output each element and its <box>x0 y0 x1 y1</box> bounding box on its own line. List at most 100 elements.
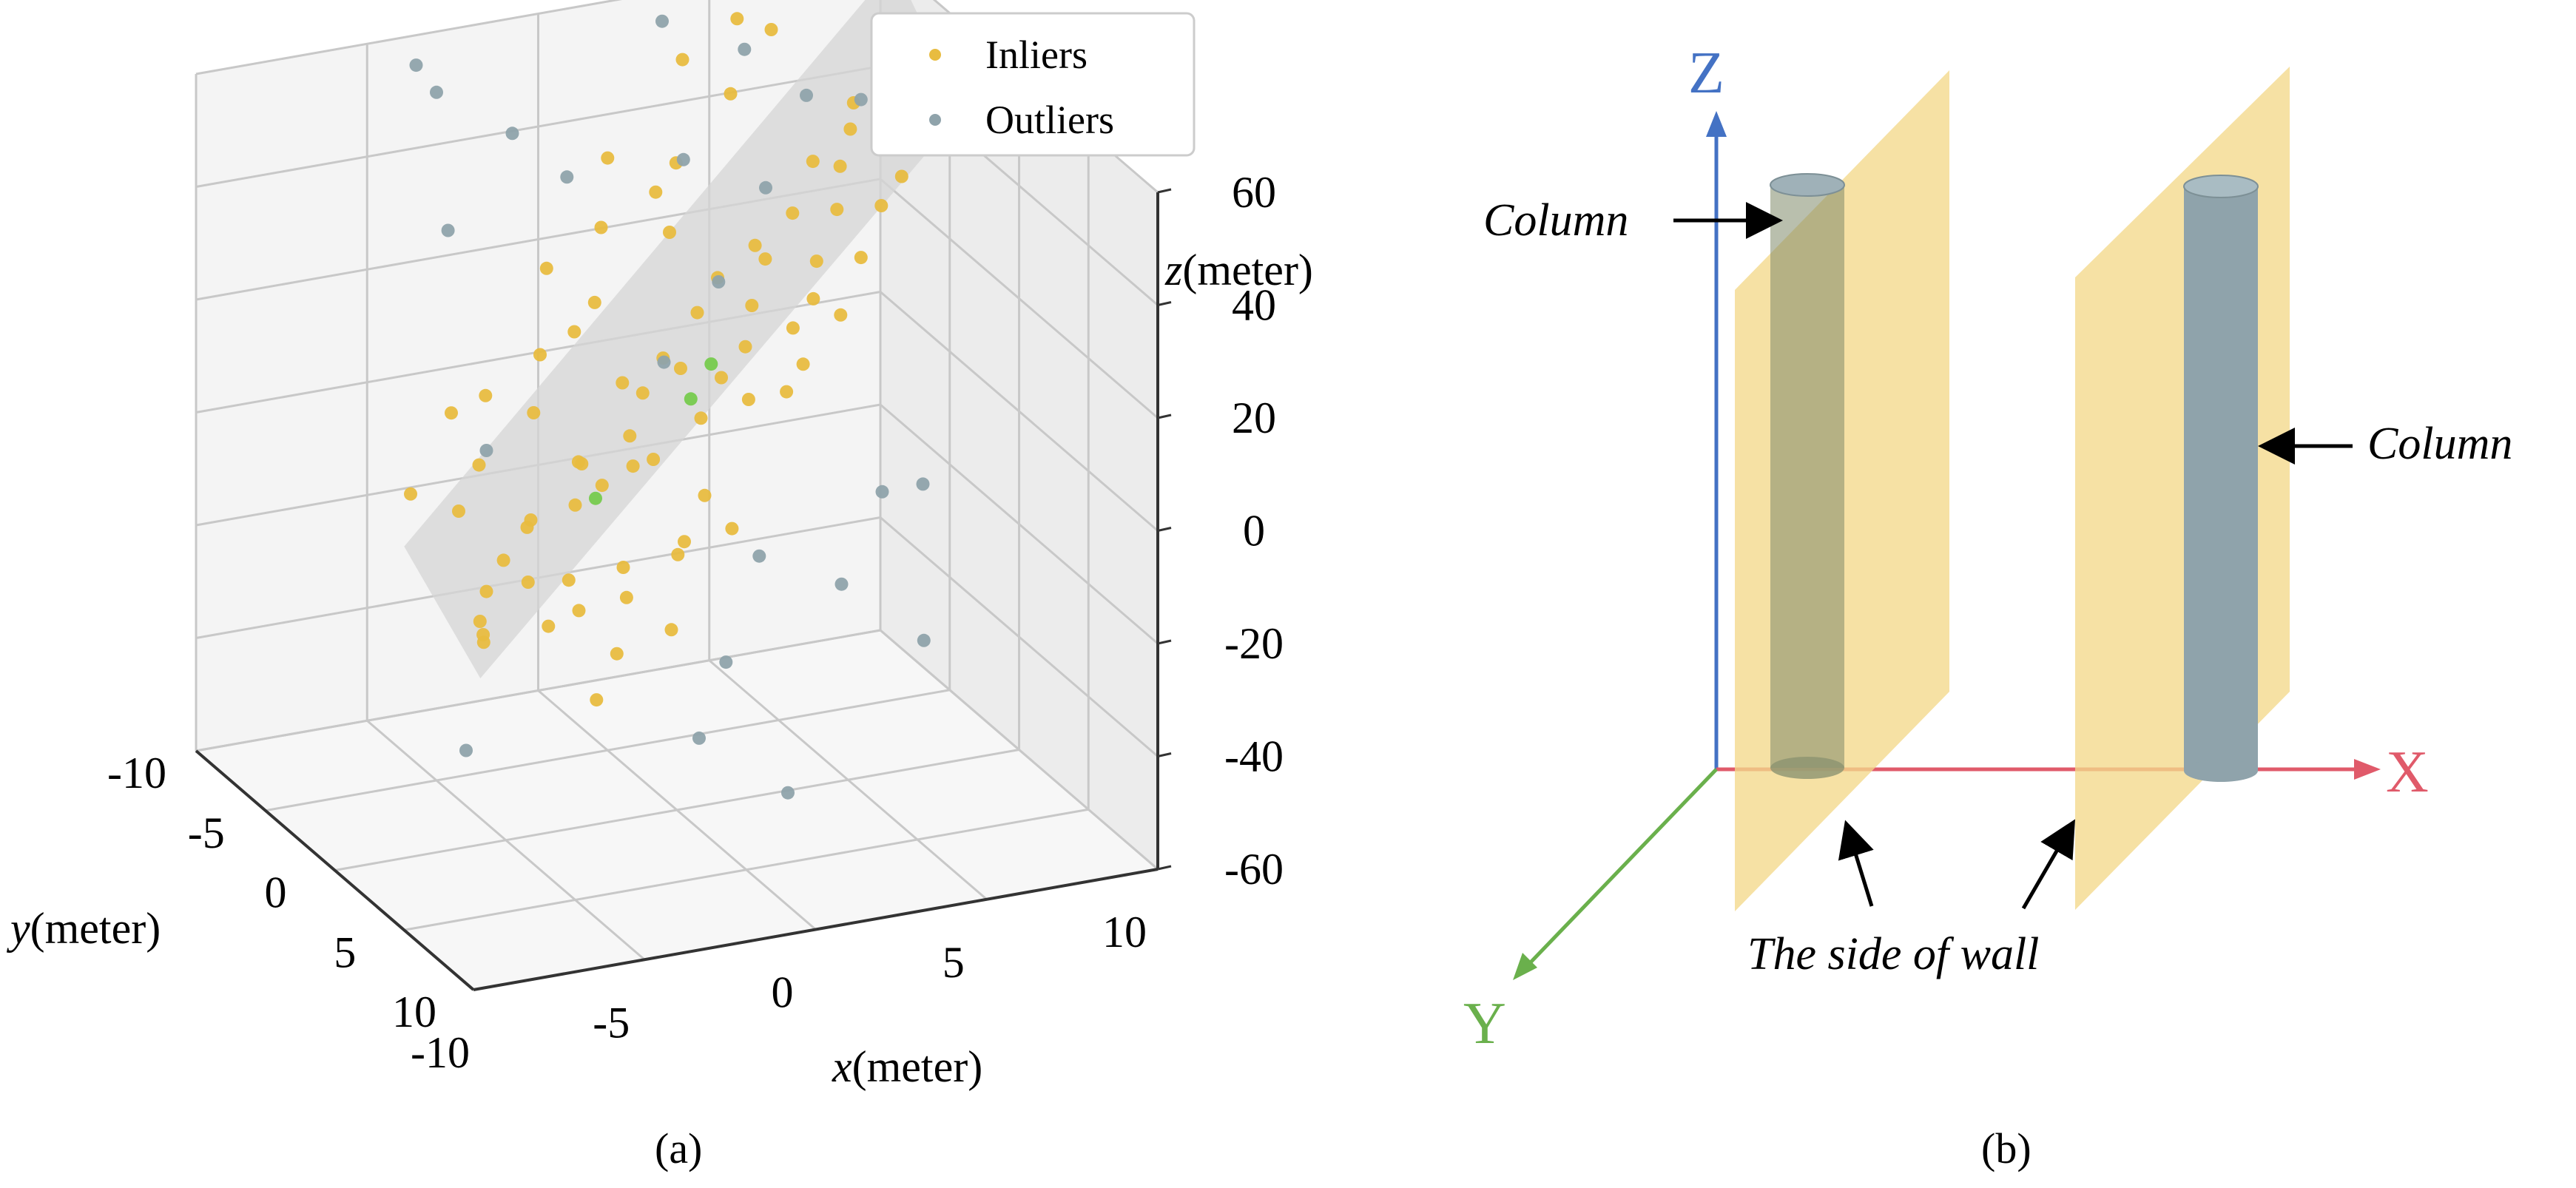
fitted-plane <box>404 0 964 678</box>
inlier-point <box>809 254 823 269</box>
inlier-point <box>843 122 857 136</box>
legend-box <box>870 12 1196 157</box>
inlier-point <box>533 348 547 362</box>
outlier-point <box>505 126 519 141</box>
inlier-point <box>664 623 678 637</box>
inlier-point <box>623 429 637 443</box>
outlier-point <box>916 477 930 491</box>
outlier-point <box>430 85 443 99</box>
legend-marker-inliers <box>929 49 941 61</box>
x-axis-arrowhead <box>2354 759 2381 780</box>
inlier-point <box>806 291 820 306</box>
column-left <box>1770 173 1845 779</box>
outlier-point <box>719 655 733 669</box>
diagram-y-label: Y <box>1463 991 1506 1056</box>
inlier-point <box>568 498 582 512</box>
z-tick-mark <box>1157 865 1172 871</box>
x-tick-label: 0 <box>772 968 794 1017</box>
column-right-body <box>2184 186 2258 771</box>
inlier-point <box>745 299 759 312</box>
inlier-point <box>715 371 728 385</box>
inlier-point <box>539 261 553 275</box>
inlier-point <box>854 251 868 265</box>
x-tick-label: 5 <box>943 938 965 987</box>
grid-line <box>403 808 1089 931</box>
z-tick-mark <box>1157 414 1172 419</box>
outlier-point <box>441 223 455 237</box>
grid-line <box>880 403 1159 645</box>
z-tick-mark <box>1157 188 1172 194</box>
grid-line <box>880 178 1159 419</box>
inlier-point <box>786 206 800 220</box>
x-axis-unit: (meter) <box>852 1042 983 1091</box>
panel-b-diagram: Z X Y Column Column The side of wall (b) <box>1463 41 2512 1172</box>
inlier-point <box>748 238 762 252</box>
z-tick-label: -40 <box>1224 732 1284 781</box>
legend-label-outliers: Outliers <box>985 98 1114 142</box>
column-left-body <box>1770 185 1844 768</box>
outlier-point <box>781 786 795 800</box>
y-axis-arrowhead <box>1513 953 1537 980</box>
inlier-point <box>472 458 486 472</box>
inlier-point <box>834 308 848 322</box>
z-axis-arrowhead <box>1706 111 1727 137</box>
inlier-point <box>678 535 691 549</box>
inlier-point <box>562 573 576 587</box>
y-axis-title: y(meter) <box>6 904 161 953</box>
outlier-point <box>560 170 574 184</box>
grid-line <box>195 65 881 188</box>
y-tick-label: -10 <box>107 749 166 797</box>
x-tick-label: -5 <box>593 998 630 1047</box>
z-tick-mark <box>1157 752 1172 757</box>
inlier-point <box>806 155 820 169</box>
grid-line <box>195 629 881 752</box>
z-tick-label: -60 <box>1224 845 1284 894</box>
inlier-point <box>738 340 752 354</box>
z-tick-mark <box>1157 527 1172 532</box>
inlier-point <box>479 584 493 598</box>
sample-point <box>684 392 698 406</box>
z-tick-label: -20 <box>1224 619 1284 668</box>
y-tick-label: 5 <box>334 928 356 976</box>
inlier-point <box>626 459 640 473</box>
inlier-point <box>874 199 889 212</box>
y-tick-label: 10 <box>392 988 436 1036</box>
inlier-point <box>452 504 465 518</box>
column-right-top <box>2183 175 2259 198</box>
inlier-point <box>635 386 650 400</box>
inlier-point <box>786 321 800 335</box>
inlier-point <box>830 203 844 217</box>
x-axis-line <box>473 868 1159 991</box>
z-axis-var: z <box>1164 246 1182 294</box>
grid-line <box>195 0 623 75</box>
z-tick-mark <box>1157 301 1172 306</box>
outlier-point <box>479 444 493 457</box>
legend: Inliers Outliers <box>870 12 1196 157</box>
outlier-point <box>738 42 752 56</box>
inlier-point <box>542 619 556 633</box>
x-tick-label: -10 <box>411 1028 470 1077</box>
inlier-point <box>671 547 685 561</box>
outlier-point <box>459 743 473 757</box>
outlier-point <box>409 58 423 72</box>
inlier-point <box>616 561 630 574</box>
inlier-point <box>567 325 581 339</box>
grid-line <box>265 689 951 812</box>
legend-label-inliers: Inliers <box>985 33 1088 77</box>
inlier-point <box>594 220 608 234</box>
grid-line <box>334 749 1019 871</box>
x-axis-title: x(meter) <box>832 1042 982 1091</box>
panel-a-label: (a) <box>655 1124 702 1172</box>
inlier-point <box>694 411 708 425</box>
inlier-point <box>647 453 661 466</box>
inlier-point <box>616 376 630 390</box>
column-left-bottom <box>1770 757 1844 779</box>
panel-b-label: (b) <box>1981 1124 2032 1172</box>
outlier-point <box>875 485 889 499</box>
inlier-point <box>476 628 490 641</box>
x-tick-label: 10 <box>1102 908 1147 956</box>
inlier-point <box>725 522 739 536</box>
outlier-point <box>655 14 669 28</box>
